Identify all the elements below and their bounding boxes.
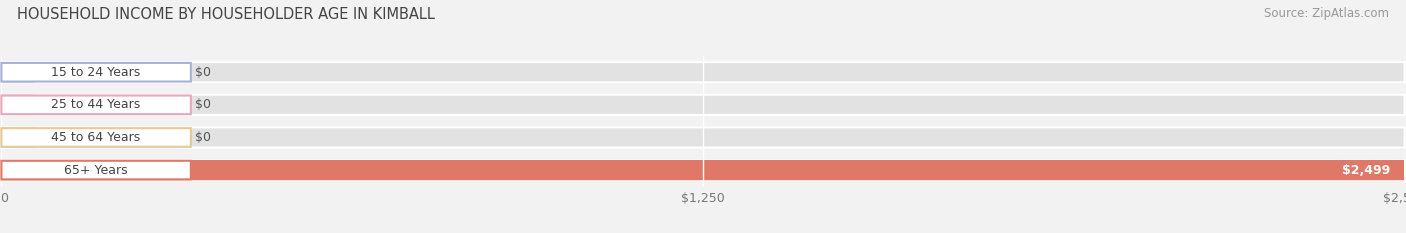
FancyBboxPatch shape <box>1 96 191 114</box>
Text: HOUSEHOLD INCOME BY HOUSEHOLDER AGE IN KIMBALL: HOUSEHOLD INCOME BY HOUSEHOLDER AGE IN K… <box>17 7 434 22</box>
FancyBboxPatch shape <box>1 95 1405 115</box>
FancyBboxPatch shape <box>1 161 191 179</box>
Text: $0: $0 <box>194 66 211 79</box>
FancyBboxPatch shape <box>1 95 35 115</box>
Text: 25 to 44 Years: 25 to 44 Years <box>52 98 141 111</box>
Text: 45 to 64 Years: 45 to 64 Years <box>52 131 141 144</box>
Text: $0: $0 <box>194 98 211 111</box>
FancyBboxPatch shape <box>1 128 191 147</box>
FancyBboxPatch shape <box>1 63 191 82</box>
Text: 15 to 24 Years: 15 to 24 Years <box>52 66 141 79</box>
FancyBboxPatch shape <box>1 160 1405 180</box>
Text: $0: $0 <box>194 131 211 144</box>
Text: $2,499: $2,499 <box>1341 164 1391 177</box>
FancyBboxPatch shape <box>1 127 35 147</box>
Text: Source: ZipAtlas.com: Source: ZipAtlas.com <box>1264 7 1389 20</box>
FancyBboxPatch shape <box>1 160 1405 180</box>
Text: 65+ Years: 65+ Years <box>65 164 128 177</box>
FancyBboxPatch shape <box>1 62 1405 82</box>
FancyBboxPatch shape <box>1 62 35 82</box>
FancyBboxPatch shape <box>1 127 1405 147</box>
